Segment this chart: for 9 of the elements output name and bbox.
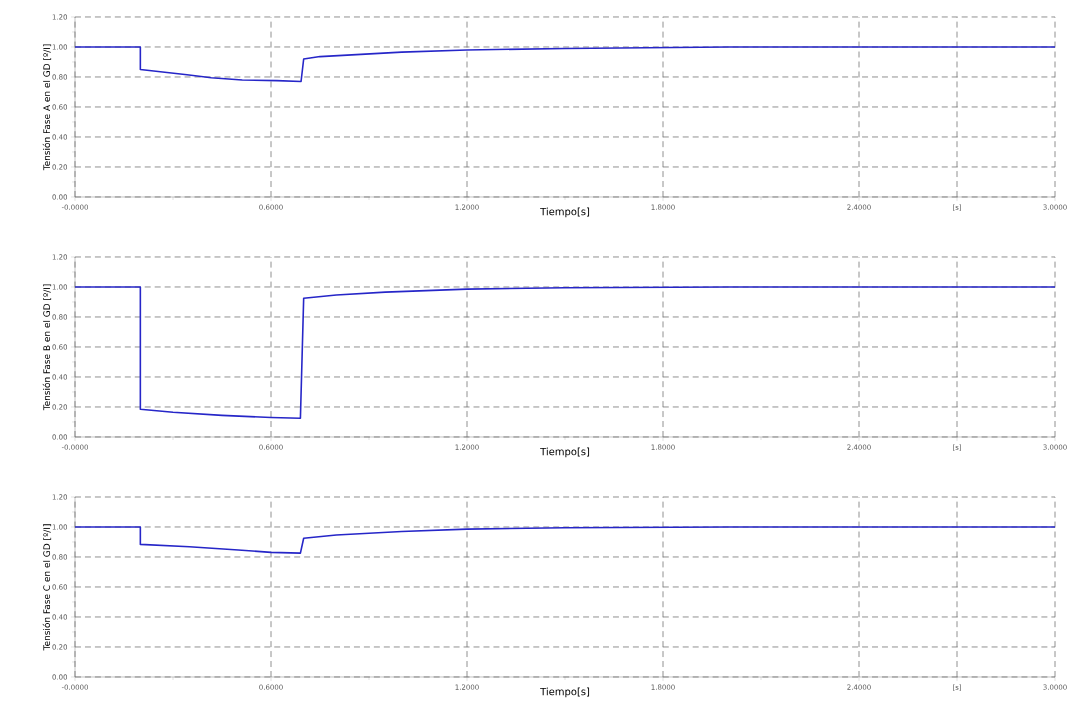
x-axis-title: Tiempo[s] [540,447,590,458]
line-series [74,526,1056,554]
x-axis-title: Tiempo[s] [540,207,590,218]
line-series [74,286,1056,420]
x-axis-title: Tiempo[s] [540,687,590,698]
line-series [74,46,1056,83]
y-axis-title: Tensión Fase B en el GD [º/I] [42,284,52,411]
y-axis-title: Tensión Fase A en el GD [º/I] [42,44,52,171]
y-axis-title: Tensión Fase C en el GD [º/I] [42,524,52,651]
